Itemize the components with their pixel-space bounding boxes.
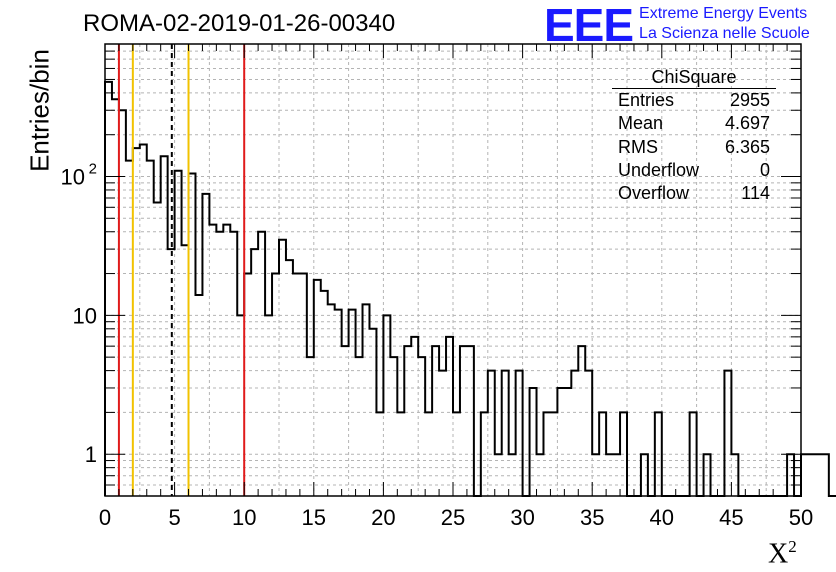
- x-tick-label: 15: [302, 505, 326, 530]
- x-tick-label: 10: [232, 505, 256, 530]
- stats-label: Underflow: [618, 159, 700, 180]
- stats-value: 114: [741, 183, 770, 204]
- x-tick-label: 30: [510, 505, 534, 530]
- x-axis-label: X2: [768, 537, 797, 570]
- eee-logo: EEE Extreme Energy Events La Scienza nel…: [544, 0, 810, 51]
- histogram-step: [104, 80, 836, 497]
- x-tick-label: 35: [580, 505, 604, 530]
- stats-title: ChiSquare: [612, 66, 776, 89]
- stats-value: 2955: [729, 90, 770, 110]
- stats-row: RMS 6.365: [612, 136, 776, 159]
- y-axis-label: Entries/bin: [24, 49, 55, 172]
- y-tick-label: 10: [73, 303, 97, 328]
- stats-box: ChiSquare Entries 2955 Mean 4.697 RMS 6.365…: [612, 66, 776, 205]
- stats-value: 0: [759, 159, 770, 180]
- y-tick-exponent: 2: [89, 160, 97, 177]
- x-tick-label: 20: [371, 505, 395, 530]
- x-tick-label: 5: [168, 505, 180, 530]
- x-axis-label-exponent: 2: [788, 537, 797, 556]
- logo-text: Extreme Energy Events La Scienza nelle S…: [639, 4, 810, 44]
- stats-value: 6.365: [724, 136, 770, 157]
- chart-title: ROMA-02-2019-01-26-00340: [83, 10, 396, 37]
- y-tick-label: 10: [61, 164, 85, 189]
- stats-label: Overflow: [618, 183, 690, 204]
- stats-row: Overflow 114: [612, 182, 776, 205]
- logo-line-2: La Scienza nelle Scuole: [639, 25, 810, 42]
- stats-label: Entries: [618, 90, 675, 110]
- x-tick-label: 40: [650, 505, 674, 530]
- x-tick-label: 25: [441, 505, 465, 530]
- stats-label: RMS: [618, 136, 658, 157]
- x-tick-label: 45: [719, 505, 743, 530]
- y-tick-label: 1: [85, 442, 97, 467]
- x-axis-label-base: X: [768, 538, 789, 570]
- stats-label: Mean: [618, 113, 664, 134]
- x-tick-label: 50: [789, 505, 813, 530]
- stats-row: Underflow 0: [612, 159, 776, 182]
- stats-value: 4.697: [724, 113, 770, 134]
- logo-mark: EEE: [544, 0, 634, 51]
- stats-row: Entries 2955: [612, 89, 776, 112]
- logo-line-1: Extreme Energy Events: [639, 5, 808, 22]
- stats-row: Mean 4.697: [612, 112, 776, 135]
- x-tick-label: 0: [99, 505, 111, 530]
